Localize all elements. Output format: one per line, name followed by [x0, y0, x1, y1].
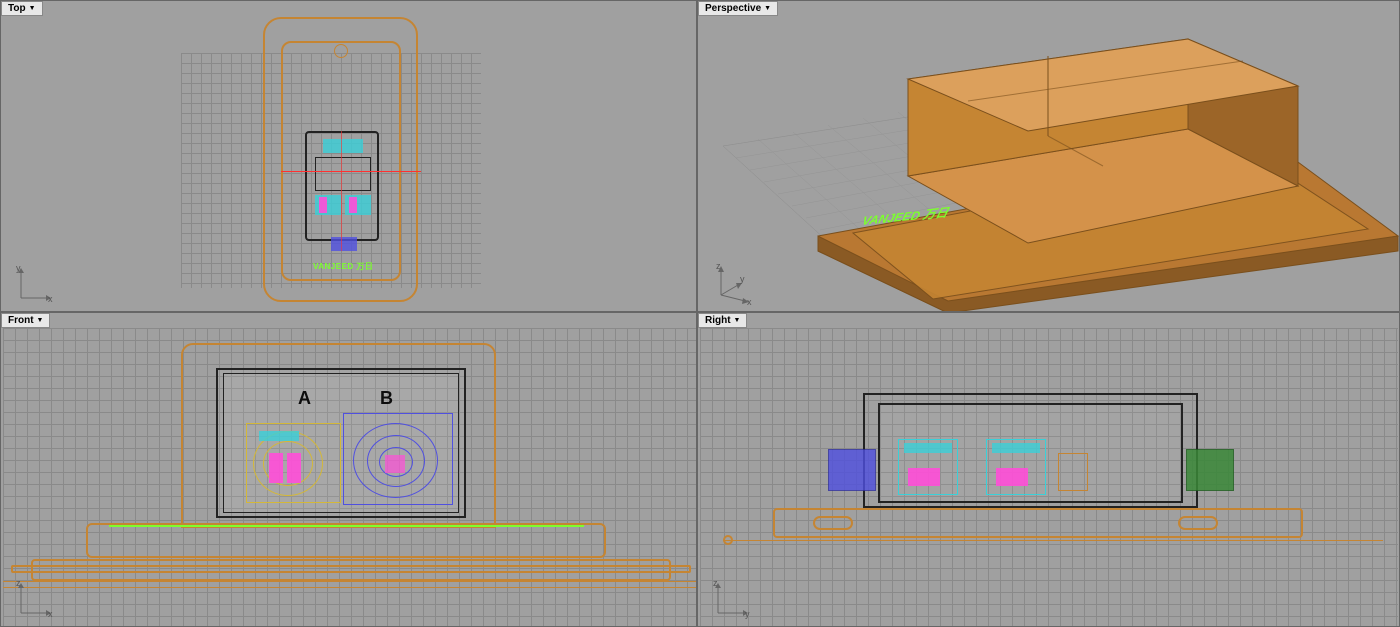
viewport-top[interactable]: Top ▼ VANJEED 万日 x y [0, 0, 697, 312]
chevron-down-icon: ▼ [37, 317, 44, 324]
module-2-top[interactable] [992, 443, 1040, 453]
indicator-a[interactable] [259, 431, 299, 441]
svg-text:z: z [713, 578, 718, 588]
component-cyan[interactable] [323, 139, 363, 153]
ground-line2 [3, 587, 696, 588]
axis-indicator-perspective: x z y [713, 263, 753, 303]
viewport-title: Front [8, 315, 34, 326]
component-magenta-right[interactable] [349, 197, 357, 213]
component-magenta-left[interactable] [319, 197, 327, 213]
viewport-title: Perspective [705, 3, 761, 14]
bracket-orange[interactable] [1058, 453, 1088, 491]
viewport-title: Right [705, 315, 731, 326]
chevron-down-icon: ▼ [29, 5, 36, 12]
brand-text-top: VANJEED 万日 [313, 261, 373, 272]
sensor-a1[interactable] [269, 453, 283, 483]
accent-line-front [109, 525, 584, 527]
module-1-top[interactable] [904, 443, 952, 453]
chevron-down-icon: ▼ [764, 5, 771, 12]
base-line-right [723, 540, 1383, 541]
viewport-front[interactable]: Front ▼ A B [0, 312, 697, 627]
base-plate-front-outer[interactable] [86, 523, 606, 558]
sensor-b[interactable] [385, 455, 405, 473]
chevron-down-icon: ▼ [734, 317, 741, 324]
svg-text:y: y [745, 609, 750, 619]
viewport-grid: Top ▼ VANJEED 万日 x y [0, 0, 1400, 627]
device-body-top[interactable] [305, 131, 379, 241]
viewport-perspective[interactable]: Perspective ▼ [697, 0, 1400, 312]
viewport-title: Top [8, 3, 26, 14]
viewport-label-front[interactable]: Front ▼ [1, 313, 50, 328]
axis-indicator-right: y z [713, 578, 753, 618]
base-plate-front-bottom[interactable] [11, 565, 691, 573]
svg-text:y: y [16, 263, 21, 273]
svg-text:z: z [716, 261, 721, 271]
port-right[interactable] [1186, 449, 1234, 491]
crosshair-h [281, 171, 421, 172]
svg-text:y: y [740, 274, 745, 284]
viewport-label-perspective[interactable]: Perspective ▼ [698, 1, 778, 16]
base-slot-right[interactable] [1178, 516, 1218, 530]
axis-indicator-top: x y [16, 263, 56, 303]
crosshair-v [341, 131, 342, 251]
viewport-label-top[interactable]: Top ▼ [1, 1, 43, 16]
port-left[interactable] [828, 449, 876, 491]
module-2-core[interactable] [996, 468, 1028, 486]
base-slot-left[interactable] [813, 516, 853, 530]
sensor-a2[interactable] [287, 453, 301, 483]
component-frame[interactable] [315, 157, 371, 191]
perspective-scene[interactable]: VANJEED 万日 [698, 1, 1399, 311]
svg-text:x: x [747, 297, 752, 307]
viewport-label-right[interactable]: Right ▼ [698, 313, 747, 328]
module-1-core[interactable] [908, 468, 940, 486]
component-blue-tab[interactable] [331, 237, 357, 251]
svg-text:z: z [16, 578, 21, 588]
svg-text:x: x [48, 294, 53, 304]
viewport-right[interactable]: Right ▼ y z [697, 312, 1400, 627]
ground-line [3, 581, 696, 582]
svg-text:x: x [48, 609, 53, 619]
axis-indicator-front: x z [16, 578, 56, 618]
